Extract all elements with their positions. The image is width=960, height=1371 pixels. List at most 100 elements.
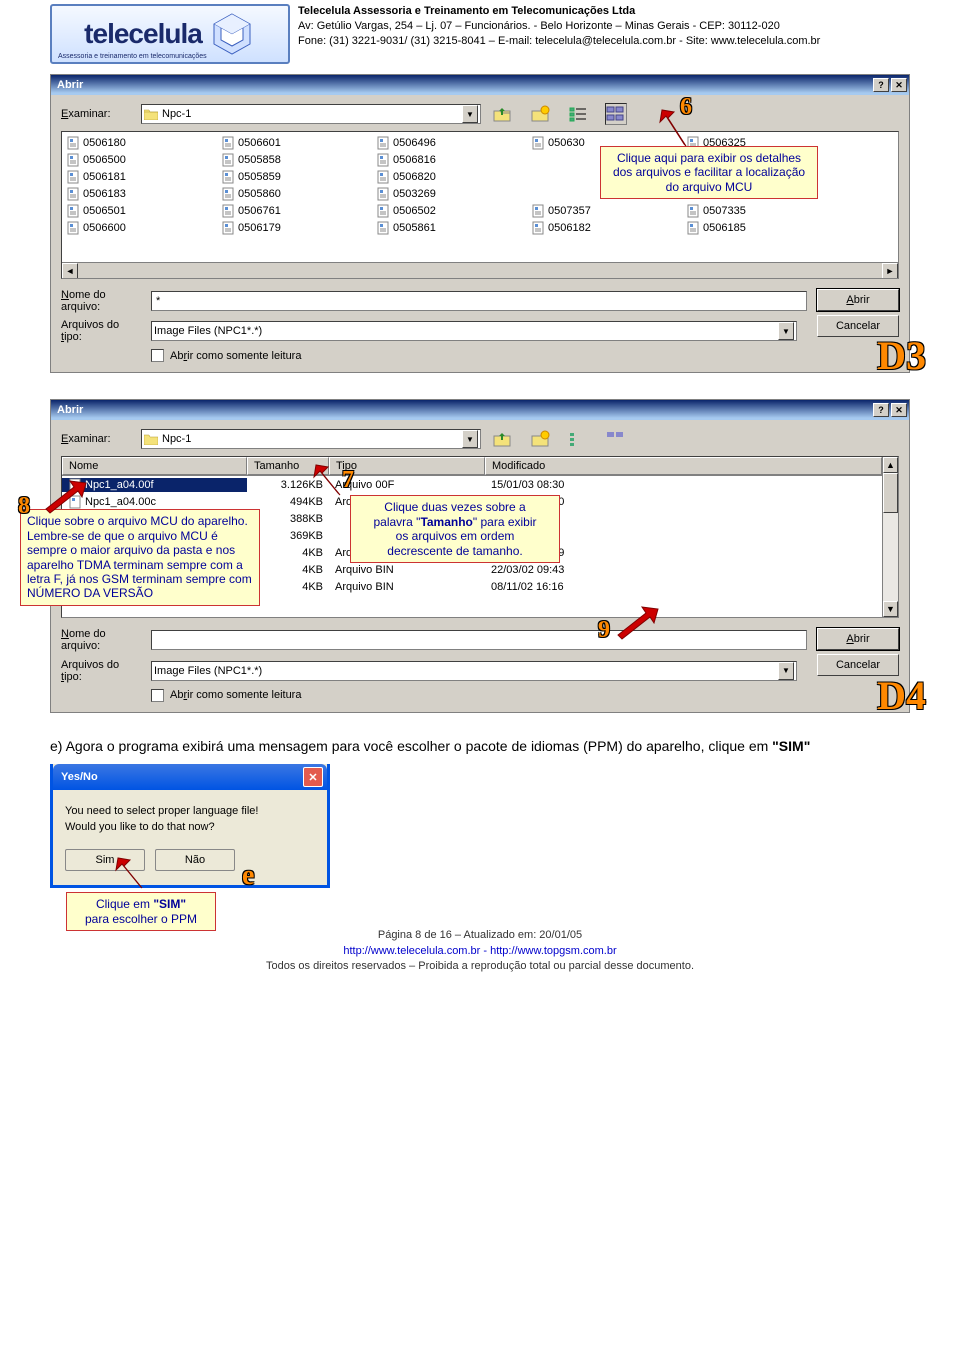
file-item[interactable]: 0507357 xyxy=(529,202,684,219)
new-folder-icon[interactable] xyxy=(529,428,551,450)
help-button[interactable]: ? xyxy=(873,78,889,92)
v-scrollbar[interactable]: ▲ ▼ xyxy=(882,457,898,617)
file-item[interactable]: 0506820 xyxy=(374,168,529,185)
open-button[interactable]: Abrir xyxy=(817,289,899,311)
scroll-down-icon[interactable]: ▼ xyxy=(883,601,898,617)
new-folder-icon[interactable] xyxy=(529,103,551,125)
close-button[interactable]: ✕ xyxy=(891,403,907,417)
close-button[interactable]: ✕ xyxy=(303,767,323,787)
file-icon xyxy=(221,153,235,167)
file-icon xyxy=(66,221,80,235)
section-e-text: e) Agora o programa exibirá uma mensagem… xyxy=(50,737,910,757)
list-view-icon[interactable] xyxy=(567,103,589,125)
file-icon xyxy=(686,204,700,218)
dialog-title: Abrir xyxy=(53,404,871,416)
combo-arrow-icon[interactable]: ▼ xyxy=(778,322,794,340)
close-button[interactable]: ✕ xyxy=(891,78,907,92)
combo-arrow-icon[interactable]: ▼ xyxy=(462,105,478,123)
scroll-right-icon[interactable]: ► xyxy=(882,263,898,279)
file-item[interactable]: 0506600 xyxy=(64,219,219,236)
filetype-combo[interactable]: Image Files (NPC1*.*) ▼ xyxy=(151,661,797,681)
scroll-left-icon[interactable]: ◄ xyxy=(62,263,78,279)
open-dialog-1: Abrir ? ✕ Examinar: Npc-1 ▼ xyxy=(50,74,910,373)
table-row[interactable]: Npc1_a04.00f3.126KBArquivo 00F15/01/03 0… xyxy=(62,476,882,493)
readonly-checkbox[interactable] xyxy=(151,349,164,362)
file-icon xyxy=(221,170,235,184)
file-icon xyxy=(66,204,80,218)
filename-input[interactable] xyxy=(151,630,807,650)
filetype-combo[interactable]: Image Files (NPC1*.*) ▼ xyxy=(151,321,797,341)
file-item[interactable]: 0506496 xyxy=(374,134,529,151)
file-item[interactable]: 0505858 xyxy=(219,151,374,168)
file-item[interactable]: 0503269 xyxy=(374,185,529,202)
label-8: 8 xyxy=(18,493,30,520)
yesno-titlebar: Yes/No ✕ xyxy=(53,764,327,790)
file-item[interactable]: 0507335 xyxy=(684,202,839,219)
folder-combo[interactable]: Npc-1 ▼ xyxy=(141,104,481,124)
col-nome[interactable]: Nome xyxy=(62,457,247,475)
folder-icon xyxy=(144,108,158,120)
file-item[interactable]: 0506185 xyxy=(684,219,839,236)
list-view-icon[interactable] xyxy=(567,428,589,450)
logo-icon xyxy=(208,10,256,58)
scroll-up-icon[interactable]: ▲ xyxy=(883,457,898,473)
help-button[interactable]: ? xyxy=(873,403,889,417)
callout-8: Clique sobre o arquivo MCU do aparelho. … xyxy=(20,509,260,605)
file-item[interactable]: 0506761 xyxy=(219,202,374,219)
open-button[interactable]: Abrir xyxy=(817,628,899,650)
file-item[interactable]: 0506601 xyxy=(219,134,374,151)
file-icon xyxy=(68,495,82,509)
up-folder-icon[interactable] xyxy=(491,103,513,125)
file-item[interactable]: 0506183 xyxy=(64,185,219,202)
dialog2-wrapper: Abrir ? ✕ Examinar: Npc-1 ▼ xyxy=(50,399,910,712)
file-item[interactable]: 0506182 xyxy=(529,219,684,236)
titlebar: Abrir ? ✕ xyxy=(51,400,909,420)
label-9: 9 xyxy=(598,617,610,644)
folder-combo[interactable]: Npc-1 ▼ xyxy=(141,429,481,449)
file-icon xyxy=(221,221,235,235)
file-item[interactable]: 0505861 xyxy=(374,219,529,236)
details-view-icon[interactable] xyxy=(605,428,627,450)
file-icon xyxy=(376,153,390,167)
filetype-label: Arquivos dotipo: xyxy=(61,659,151,683)
file-item[interactable]: 0506500 xyxy=(64,151,219,168)
h-scrollbar[interactable]: ◄ ► xyxy=(62,262,898,278)
file-item[interactable]: 0505860 xyxy=(219,185,374,202)
file-item[interactable]: 0506502 xyxy=(374,202,529,219)
readonly-checkbox[interactable] xyxy=(151,689,164,702)
dialog-title: Abrir xyxy=(53,79,871,91)
label-6: 6 xyxy=(680,94,692,121)
col-tamanho[interactable]: Tamanho xyxy=(247,457,329,475)
toolbar-icons xyxy=(491,103,627,125)
page-footer: Página 8 de 16 – Atualizado em: 20/01/05… xyxy=(50,928,910,974)
up-folder-icon[interactable] xyxy=(491,428,513,450)
file-item[interactable]: 0506180 xyxy=(64,134,219,151)
col-modificado[interactable]: Modificado xyxy=(485,457,882,475)
file-icon xyxy=(686,221,700,235)
company-contact: Fone: (31) 3221-9031/ (31) 3215-8041 – E… xyxy=(298,34,820,49)
toolbar-icons xyxy=(491,428,627,450)
file-item[interactable]: 0506501 xyxy=(64,202,219,219)
dialog1-wrapper: Abrir ? ✕ Examinar: Npc-1 ▼ xyxy=(50,74,910,373)
file-item[interactable]: 0506816 xyxy=(374,151,529,168)
file-icon xyxy=(376,187,390,201)
details-view-icon[interactable] xyxy=(605,103,627,125)
scroll-thumb[interactable] xyxy=(883,473,898,513)
filename-input[interactable]: * xyxy=(151,291,807,311)
file-icon xyxy=(376,170,390,184)
logo-text: telecelula xyxy=(84,18,202,50)
file-item[interactable]: 0506179 xyxy=(219,219,374,236)
folder-name: Npc-1 xyxy=(162,433,191,445)
nao-button[interactable]: Não xyxy=(155,849,235,871)
file-item[interactable]: 0505859 xyxy=(219,168,374,185)
page-header: telecelula Assessoria e treinamento em t… xyxy=(50,0,910,68)
callout-6: Clique aqui para exibir os detalhes dos … xyxy=(600,146,818,199)
combo-arrow-icon[interactable]: ▼ xyxy=(778,662,794,680)
readonly-label: Abrir como somente leitura xyxy=(170,350,301,362)
yesno-message: You need to select proper language file!… xyxy=(53,790,327,849)
callout-sim: Clique em "SIM" para escolher o PPM xyxy=(66,892,216,931)
sim-button[interactable]: Sim xyxy=(65,849,145,871)
combo-arrow-icon[interactable]: ▼ xyxy=(462,430,478,448)
file-item[interactable]: 0506181 xyxy=(64,168,219,185)
logo: telecelula Assessoria e treinamento em t… xyxy=(50,4,290,64)
